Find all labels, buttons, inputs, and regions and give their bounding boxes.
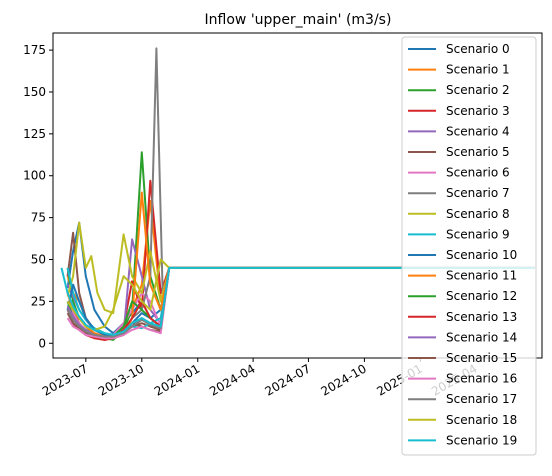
legend-label: Scenario 18 bbox=[446, 413, 517, 427]
legend-item: Scenario 4 bbox=[408, 124, 510, 138]
x-tick-label: 2024-07 bbox=[263, 361, 313, 398]
series-line-8 bbox=[66, 221, 535, 315]
y-axis: 0 25 50 75 100 125 150 175 bbox=[23, 43, 53, 350]
legend-item: Scenario 17 bbox=[408, 392, 517, 406]
legend-item: Scenario 0 bbox=[408, 42, 510, 56]
legend-label: Scenario 12 bbox=[446, 289, 517, 303]
legend-item: Scenario 8 bbox=[408, 207, 510, 221]
y-tick-label: 75 bbox=[31, 211, 46, 225]
legend-item: Scenario 16 bbox=[408, 372, 517, 386]
legend-item: Scenario 11 bbox=[408, 269, 517, 283]
y-tick-label: 125 bbox=[23, 127, 46, 141]
legend-item: Scenario 5 bbox=[408, 145, 510, 159]
legend-label: Scenario 15 bbox=[446, 351, 517, 365]
legend-item: Scenario 9 bbox=[408, 227, 510, 241]
series-line-6 bbox=[66, 266, 535, 340]
x-tick-label: 2023-10 bbox=[96, 361, 146, 398]
x-tick-label: 2024-01 bbox=[152, 361, 202, 398]
legend-label: Scenario 6 bbox=[446, 166, 510, 180]
legend-item: Scenario 12 bbox=[408, 289, 517, 303]
x-tick-label: 2024-04 bbox=[207, 361, 257, 398]
chart-title: Inflow 'upper_main' (m3/s) bbox=[205, 12, 392, 28]
y-tick-label: 50 bbox=[31, 252, 46, 266]
x-tick-label: 2024-10 bbox=[318, 361, 368, 398]
legend-item: Scenario 3 bbox=[408, 104, 510, 118]
legend-label: Scenario 19 bbox=[446, 433, 517, 447]
legend-box bbox=[401, 36, 537, 456]
series-line-17 bbox=[66, 266, 535, 338]
legend-label: Scenario 10 bbox=[446, 248, 517, 262]
legend-label: Scenario 14 bbox=[446, 330, 517, 344]
legend-label: Scenario 3 bbox=[446, 104, 510, 118]
legend-item: Scenario 15 bbox=[408, 351, 517, 365]
x-tick-label: 2023-07 bbox=[40, 361, 90, 398]
y-tick-label: 0 bbox=[38, 336, 46, 350]
plot-frame bbox=[52, 32, 543, 359]
legend-label: Scenario 11 bbox=[446, 269, 517, 283]
legend-label: Scenario 16 bbox=[446, 372, 517, 386]
legend-item: Scenario 13 bbox=[408, 310, 517, 324]
legend-label: Scenario 4 bbox=[446, 124, 510, 138]
legend-label: Scenario 5 bbox=[446, 145, 510, 159]
y-tick-label: 100 bbox=[23, 169, 46, 183]
legend: Scenario 0 Scenario 1 Scenario 2 Scenario 3… bbox=[401, 36, 537, 456]
legend-item: Scenario 6 bbox=[408, 166, 510, 180]
y-tick-label: 175 bbox=[23, 43, 46, 57]
series-lines bbox=[60, 47, 535, 341]
legend-label: Scenario 1 bbox=[446, 63, 510, 77]
legend-label: Scenario 2 bbox=[446, 83, 510, 97]
y-tick-label: 150 bbox=[23, 85, 46, 99]
series-line-18 bbox=[66, 258, 535, 331]
series-line-19 bbox=[60, 266, 535, 336]
legend-item: Scenario 14 bbox=[408, 330, 517, 344]
legend-label: Scenario 9 bbox=[446, 227, 510, 241]
series-line-16 bbox=[66, 266, 535, 340]
legend-label: Scenario 7 bbox=[446, 186, 510, 200]
legend-label: Scenario 0 bbox=[446, 42, 510, 56]
legend-label: Scenario 8 bbox=[446, 207, 510, 221]
legend-item: Scenario 1 bbox=[408, 63, 510, 77]
legend-item: Scenario 19 bbox=[408, 433, 517, 447]
legend-label: Scenario 17 bbox=[446, 392, 517, 406]
legend-item: Scenario 7 bbox=[408, 186, 510, 200]
legend-label: Scenario 13 bbox=[446, 310, 517, 324]
legend-item: Scenario 2 bbox=[408, 83, 510, 97]
legend-item: Scenario 18 bbox=[408, 413, 517, 427]
y-tick-label: 25 bbox=[31, 294, 46, 308]
legend-item: Scenario 10 bbox=[408, 248, 517, 262]
